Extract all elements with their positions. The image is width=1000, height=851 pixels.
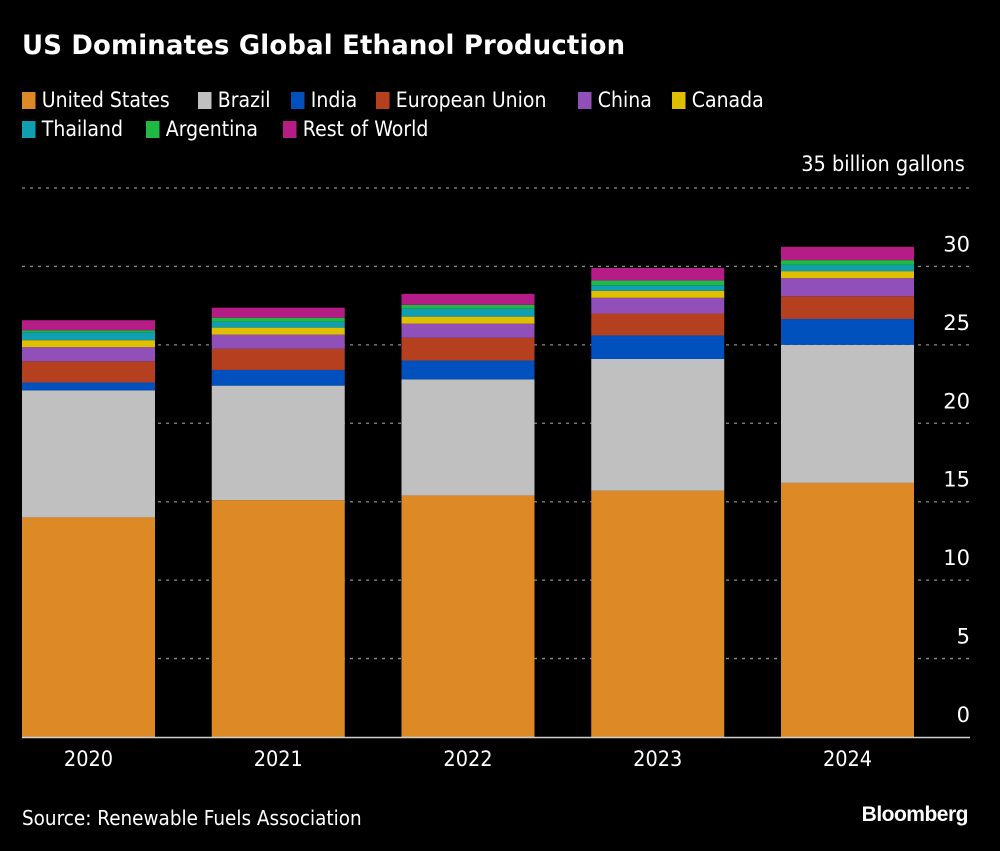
bar-stack-2021 (211, 307, 345, 737)
legend-label: China (597, 88, 652, 112)
bar-2022-india (401, 360, 535, 380)
bar-2023-brazil (591, 358, 725, 491)
x-tick-label: 2022 (443, 746, 492, 771)
legend-label: Thailand (41, 117, 123, 141)
legend-item-canada: Canada (671, 86, 764, 115)
bar-2024-argentina (781, 260, 914, 265)
y-tick-label: 30 (943, 232, 970, 256)
legend-item-china: China (577, 86, 652, 115)
bar-2020-thailand (22, 332, 155, 341)
y-tick-label: 0 (957, 703, 970, 727)
bars (22, 246, 914, 737)
bar-2024-european-union (781, 296, 914, 319)
bar-2022-china (401, 323, 535, 338)
legend-swatch (22, 121, 36, 138)
y-tick-label: 5 (957, 625, 970, 649)
bar-stack-2022 (401, 293, 535, 737)
bar-2020-china (22, 347, 155, 362)
legend-swatch (146, 121, 160, 138)
bar-2024-brazil (781, 344, 914, 483)
y-tick-label: 10 (943, 546, 970, 570)
bar-2024-canada (781, 271, 914, 279)
bar-2021-china (211, 334, 345, 349)
bar-2022-united-states (401, 495, 535, 737)
bar-2023-united-states (591, 490, 725, 737)
bar-2023-thailand (591, 285, 725, 291)
legend-item-thailand: Thailand (22, 115, 123, 144)
source-note: Source: Renewable Fuels Association (22, 806, 362, 830)
legend-swatch (22, 92, 36, 109)
legend-swatch (577, 92, 592, 109)
bar-2024-china (781, 278, 914, 297)
legend-swatch (290, 92, 305, 109)
bar-stack-2020 (22, 320, 155, 737)
legend: United States Brazil India European Union Ch… (22, 86, 922, 144)
bar-2023-european-union (591, 313, 725, 336)
x-tick-label: 2023 (633, 746, 682, 771)
legend-label: Brazil (218, 88, 271, 112)
x-tick-label: 2020 (64, 746, 113, 771)
y-tick-label: 20 (943, 389, 970, 413)
legend-item-brazil: Brazil (198, 86, 271, 115)
legend-label: United States (41, 88, 170, 112)
bar-2023-canada (591, 290, 725, 298)
bar-stack-2023 (591, 267, 725, 737)
bar-2024-thailand (781, 264, 914, 272)
bar-2021-thailand (211, 321, 345, 328)
legend-label: Canada (691, 88, 764, 112)
bar-2024-rest-of-world (781, 246, 914, 261)
legend-swatch (282, 121, 297, 138)
bar-2024-united-states (781, 482, 914, 737)
legend-label: European Union (396, 88, 547, 112)
bar-2021-united-states (211, 500, 345, 737)
bar-2022-european-union (401, 337, 535, 361)
bar-2020-rest-of-world (22, 320, 155, 331)
legend-label: Argentina (165, 117, 259, 141)
bar-2021-argentina (211, 317, 345, 322)
bar-2023-china (591, 297, 725, 314)
bar-2023-india (591, 335, 725, 359)
bar-2020-argentina (22, 330, 155, 333)
bar-2020-brazil (22, 390, 155, 518)
tick-labels: 2020 2021 2022 2023 2024 0 5 10 15 20 25 30 (64, 232, 970, 771)
chart-title: US Dominates Global Ethanol Production (22, 30, 626, 61)
legend-item-argentina: Argentina (146, 115, 258, 144)
bar-2022-canada (401, 316, 535, 324)
legend-item-united-states: United States (22, 86, 170, 115)
legend-swatch (198, 92, 212, 109)
y-tick-label: 15 (943, 468, 970, 492)
legend-row-2: Thailand Argentina Rest of World (22, 115, 922, 144)
bar-2021-canada (211, 327, 345, 335)
legend-item-rest-of-world: Rest of World (282, 115, 428, 144)
bar-2022-rest-of-world (401, 293, 535, 305)
legend-label: Rest of World (302, 117, 428, 141)
x-tick-label: 2021 (254, 746, 303, 771)
x-tick-label: 2024 (823, 746, 872, 771)
bar-2020-united-states (22, 517, 155, 737)
bar-2021-rest-of-world (211, 307, 345, 318)
bar-2021-european-union (211, 348, 345, 370)
bar-2020-european-union (22, 361, 155, 383)
bar-2024-india (781, 318, 914, 345)
bloomberg-logo: Bloomberg (861, 803, 969, 826)
bar-2022-argentina (401, 304, 535, 309)
legend-item-european-union: European Union (376, 86, 547, 115)
legend-swatch (671, 92, 686, 109)
legend-item-india: India (290, 86, 358, 115)
bar-2021-brazil (211, 385, 345, 501)
bar-2023-argentina (591, 280, 725, 286)
bar-2022-thailand (401, 308, 535, 317)
y-tick-label: 25 (943, 311, 970, 335)
bar-2020-canada (22, 340, 155, 348)
legend-label: India (310, 88, 358, 112)
legend-row-1: United States Brazil India European Union Ch… (22, 86, 922, 115)
bar-2023-rest-of-world (591, 267, 725, 281)
bar-2021-india (211, 369, 345, 386)
legend-swatch (376, 92, 390, 109)
unit-label: 35 billion gallons (801, 152, 965, 176)
bar-2020-india (22, 382, 155, 391)
bar-2022-brazil (401, 379, 535, 496)
bar-stack-2024 (781, 246, 914, 737)
